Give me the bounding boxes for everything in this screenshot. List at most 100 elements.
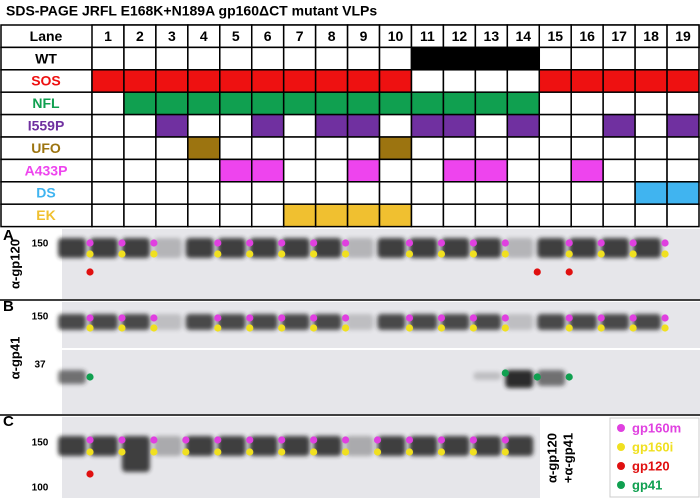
band: [409, 238, 438, 258]
cell: [602, 91, 636, 116]
dot: [246, 448, 254, 456]
lane-number: 6: [264, 28, 272, 44]
row-label: EK: [36, 207, 55, 223]
panel-letter: B: [3, 298, 14, 315]
row-label: I559P: [28, 118, 65, 134]
band: [153, 314, 182, 330]
cell: [442, 203, 477, 228]
cell: [91, 136, 125, 161]
legend-label: gp120: [632, 458, 670, 473]
antibody-label: α-gp120: [7, 239, 22, 289]
cell: [91, 203, 125, 228]
dot: [214, 436, 222, 444]
cell: [91, 113, 125, 138]
dot: [246, 314, 254, 322]
band: [153, 436, 182, 456]
band: [121, 436, 150, 472]
dot: [341, 448, 350, 456]
antibody-label: α-gp41: [7, 337, 22, 380]
band: [217, 238, 246, 258]
lane-number: 11: [420, 28, 435, 44]
band: [409, 314, 438, 330]
cell: [219, 203, 253, 228]
cell: [506, 158, 541, 183]
band: [89, 314, 118, 330]
band: [281, 436, 310, 456]
lane-number: 3: [168, 28, 176, 44]
cell: [378, 69, 413, 93]
band: [537, 314, 566, 330]
dot: [565, 314, 573, 322]
band: [505, 370, 534, 388]
band: [89, 436, 118, 456]
cell: [378, 203, 413, 228]
band: [441, 238, 470, 258]
dot: [278, 250, 286, 258]
dot: [310, 436, 318, 444]
dot: [214, 250, 222, 258]
dot: [565, 239, 573, 247]
cell: [442, 113, 477, 138]
cell: [442, 91, 477, 116]
band: [217, 314, 246, 330]
dot: [278, 436, 286, 444]
dot: [118, 250, 126, 258]
dot: [405, 239, 414, 247]
cell: [410, 181, 445, 205]
cell: [187, 136, 221, 161]
cell: [250, 113, 285, 138]
dot: [246, 250, 254, 258]
lane-number: 13: [484, 28, 500, 44]
row-label: UFO: [31, 140, 61, 156]
marker: 100: [32, 483, 49, 494]
cell: [250, 46, 285, 71]
cell: [474, 113, 509, 138]
dot: [661, 250, 669, 258]
band: [313, 436, 342, 456]
dot: [373, 448, 382, 456]
dot: [501, 250, 509, 258]
dot: [629, 250, 637, 258]
dot: [246, 324, 254, 332]
lane-number: 17: [611, 28, 627, 44]
band: [601, 314, 630, 330]
cell: [570, 46, 604, 71]
dot: [86, 314, 94, 322]
cell: [123, 91, 157, 116]
panel-letter: A: [3, 227, 14, 244]
dot: [533, 373, 541, 381]
band: [345, 436, 374, 456]
cell: [123, 136, 157, 161]
dot: [341, 324, 350, 332]
cell: [155, 136, 189, 161]
dot: [86, 239, 94, 247]
dot: [150, 250, 158, 258]
band: [473, 436, 502, 456]
dot: [437, 239, 446, 247]
cell: [91, 158, 125, 183]
cell: [378, 158, 413, 183]
lane-number: 9: [360, 28, 368, 44]
band: [58, 238, 86, 258]
cell: [666, 158, 700, 183]
dot: [118, 436, 126, 444]
dot: [214, 314, 222, 322]
cell: [282, 181, 317, 205]
cell: [282, 69, 317, 93]
cell: [602, 46, 636, 71]
cell: [91, 91, 125, 116]
cell: [538, 181, 572, 205]
lane-number: 19: [675, 28, 691, 44]
cell: [314, 69, 349, 93]
cell: [538, 46, 572, 71]
band: [58, 370, 86, 384]
dot: [278, 314, 286, 322]
band: [569, 314, 598, 330]
cell: [474, 158, 509, 183]
cell: [506, 203, 541, 228]
legend-dot: [617, 462, 625, 470]
marker: 150: [32, 312, 49, 323]
dot: [533, 268, 541, 276]
band: [537, 238, 566, 258]
